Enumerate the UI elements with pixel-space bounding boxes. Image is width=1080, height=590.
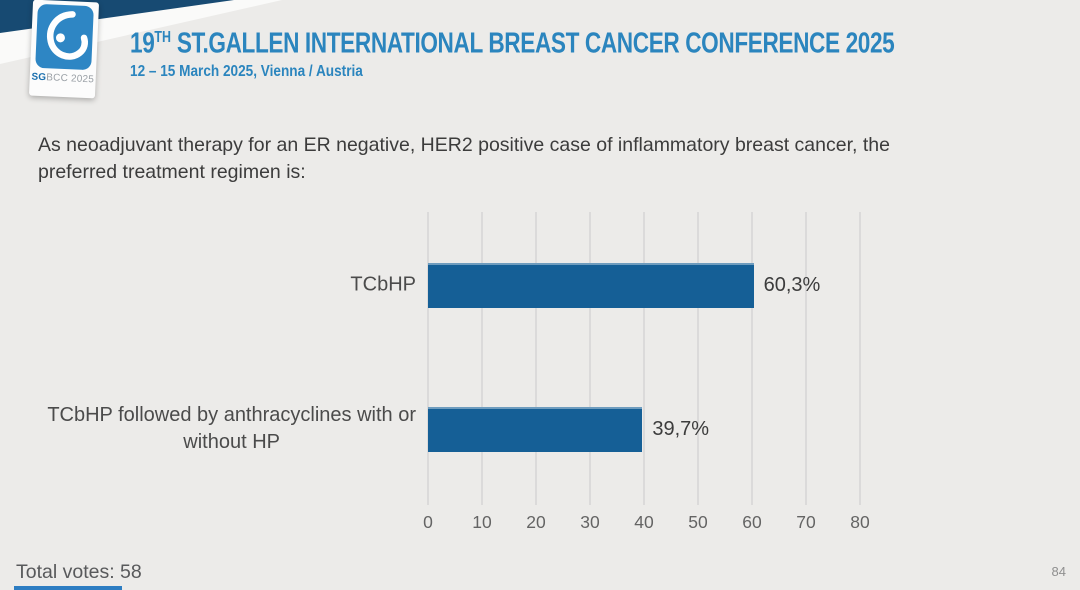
x-axis-tick-label: 80 xyxy=(850,512,870,532)
x-axis-tick-label: 60 xyxy=(742,512,762,532)
chart-gridline xyxy=(643,212,645,505)
category-label: TCbHP xyxy=(350,273,416,296)
x-axis-tick-label: 70 xyxy=(796,512,816,532)
poll-result-bar xyxy=(428,262,754,308)
page-number: 84 xyxy=(1051,564,1066,579)
x-axis-tick-label: 20 xyxy=(526,512,546,532)
chart-gridline xyxy=(805,212,807,505)
chart-gridline xyxy=(859,212,861,505)
total-votes-label: Total votes: 58 xyxy=(16,561,142,583)
conference-title: 19TH ST.GALLEN INTERNATIONAL BREAST CANC… xyxy=(130,22,895,60)
sgbcc-droplet-icon xyxy=(47,11,89,60)
chart-gridline xyxy=(589,212,591,505)
sgbcc-logo-text: SGBCC 2025 xyxy=(31,72,94,86)
logo-abbr-rest: BCC 2025 xyxy=(46,72,95,86)
x-axis-tick-label: 0 xyxy=(423,512,433,532)
category-label-wrap: TCbHP followed by anthracyclines with or… xyxy=(24,402,416,456)
title-ordinal-suffix: TH xyxy=(154,29,171,46)
title-number: 19 xyxy=(130,27,155,60)
category-label-wrap: TCbHP xyxy=(24,272,416,299)
x-axis-tick-label: 10 xyxy=(472,512,492,532)
header: 19TH ST.GALLEN INTERNATIONAL BREAST CANC… xyxy=(130,22,1080,81)
footer-accent-strip xyxy=(14,586,122,590)
poll-result-bar xyxy=(428,406,643,452)
sgbcc-logo: SGBCC 2025 xyxy=(28,0,100,99)
title-text: ST.GALLEN INTERNATIONAL BREAST CANCER CO… xyxy=(170,27,895,60)
category-label: TCbHP followed by anthracyclines with or… xyxy=(47,404,416,453)
conference-date-location: 12 – 15 March 2025, Vienna / Austria xyxy=(130,62,363,80)
chart-gridline xyxy=(481,212,483,505)
x-axis-tick-label: 40 xyxy=(634,512,654,532)
bar-value-label: 60,3% xyxy=(763,273,821,296)
sgbcc-logo-square xyxy=(35,3,94,71)
x-axis-tick-label: 30 xyxy=(580,512,600,532)
poll-question: As neoadjuvant therapy for an ER negativ… xyxy=(38,133,890,183)
logo-abbr-bold: SG xyxy=(31,71,47,84)
chart-gridline xyxy=(535,212,537,505)
chart-gridline xyxy=(697,212,699,505)
chart-gridline xyxy=(427,212,429,505)
bar-value-label: 39,7% xyxy=(652,417,710,440)
chart-gridline xyxy=(751,212,753,505)
x-axis-tick-label: 50 xyxy=(688,512,708,532)
